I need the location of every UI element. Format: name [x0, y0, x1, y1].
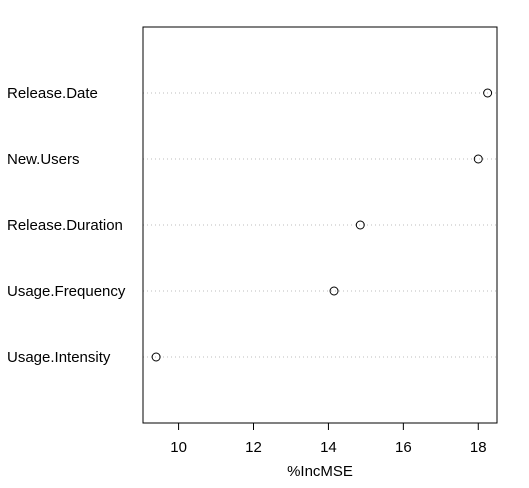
category-label: Release.Duration	[7, 217, 123, 234]
data-point	[329, 286, 339, 296]
data-point	[355, 220, 365, 230]
x-axis: 10 12 14 16 18	[170, 422, 487, 456]
category-label: Usage.Frequency	[7, 283, 126, 300]
data-point	[483, 88, 493, 98]
category-label: New.Users	[7, 151, 80, 168]
data-point	[151, 352, 161, 362]
category-label: Usage.Intensity	[7, 349, 111, 366]
x-tick-label: 16	[395, 439, 412, 456]
x-axis-title: %IncMSE	[287, 463, 353, 480]
guide-lines	[143, 92, 497, 358]
category-labels: Release.Date New.Users Release.Duration Usa…	[7, 85, 126, 366]
x-tick-label: 12	[245, 439, 262, 456]
x-tick-label: 10	[170, 439, 187, 456]
x-tick-label: 18	[470, 439, 487, 456]
data-point	[473, 154, 483, 164]
data-points	[151, 88, 493, 362]
category-label: Release.Date	[7, 85, 98, 102]
plot-frame	[142, 26, 498, 424]
x-tick-label: 14	[320, 439, 337, 456]
